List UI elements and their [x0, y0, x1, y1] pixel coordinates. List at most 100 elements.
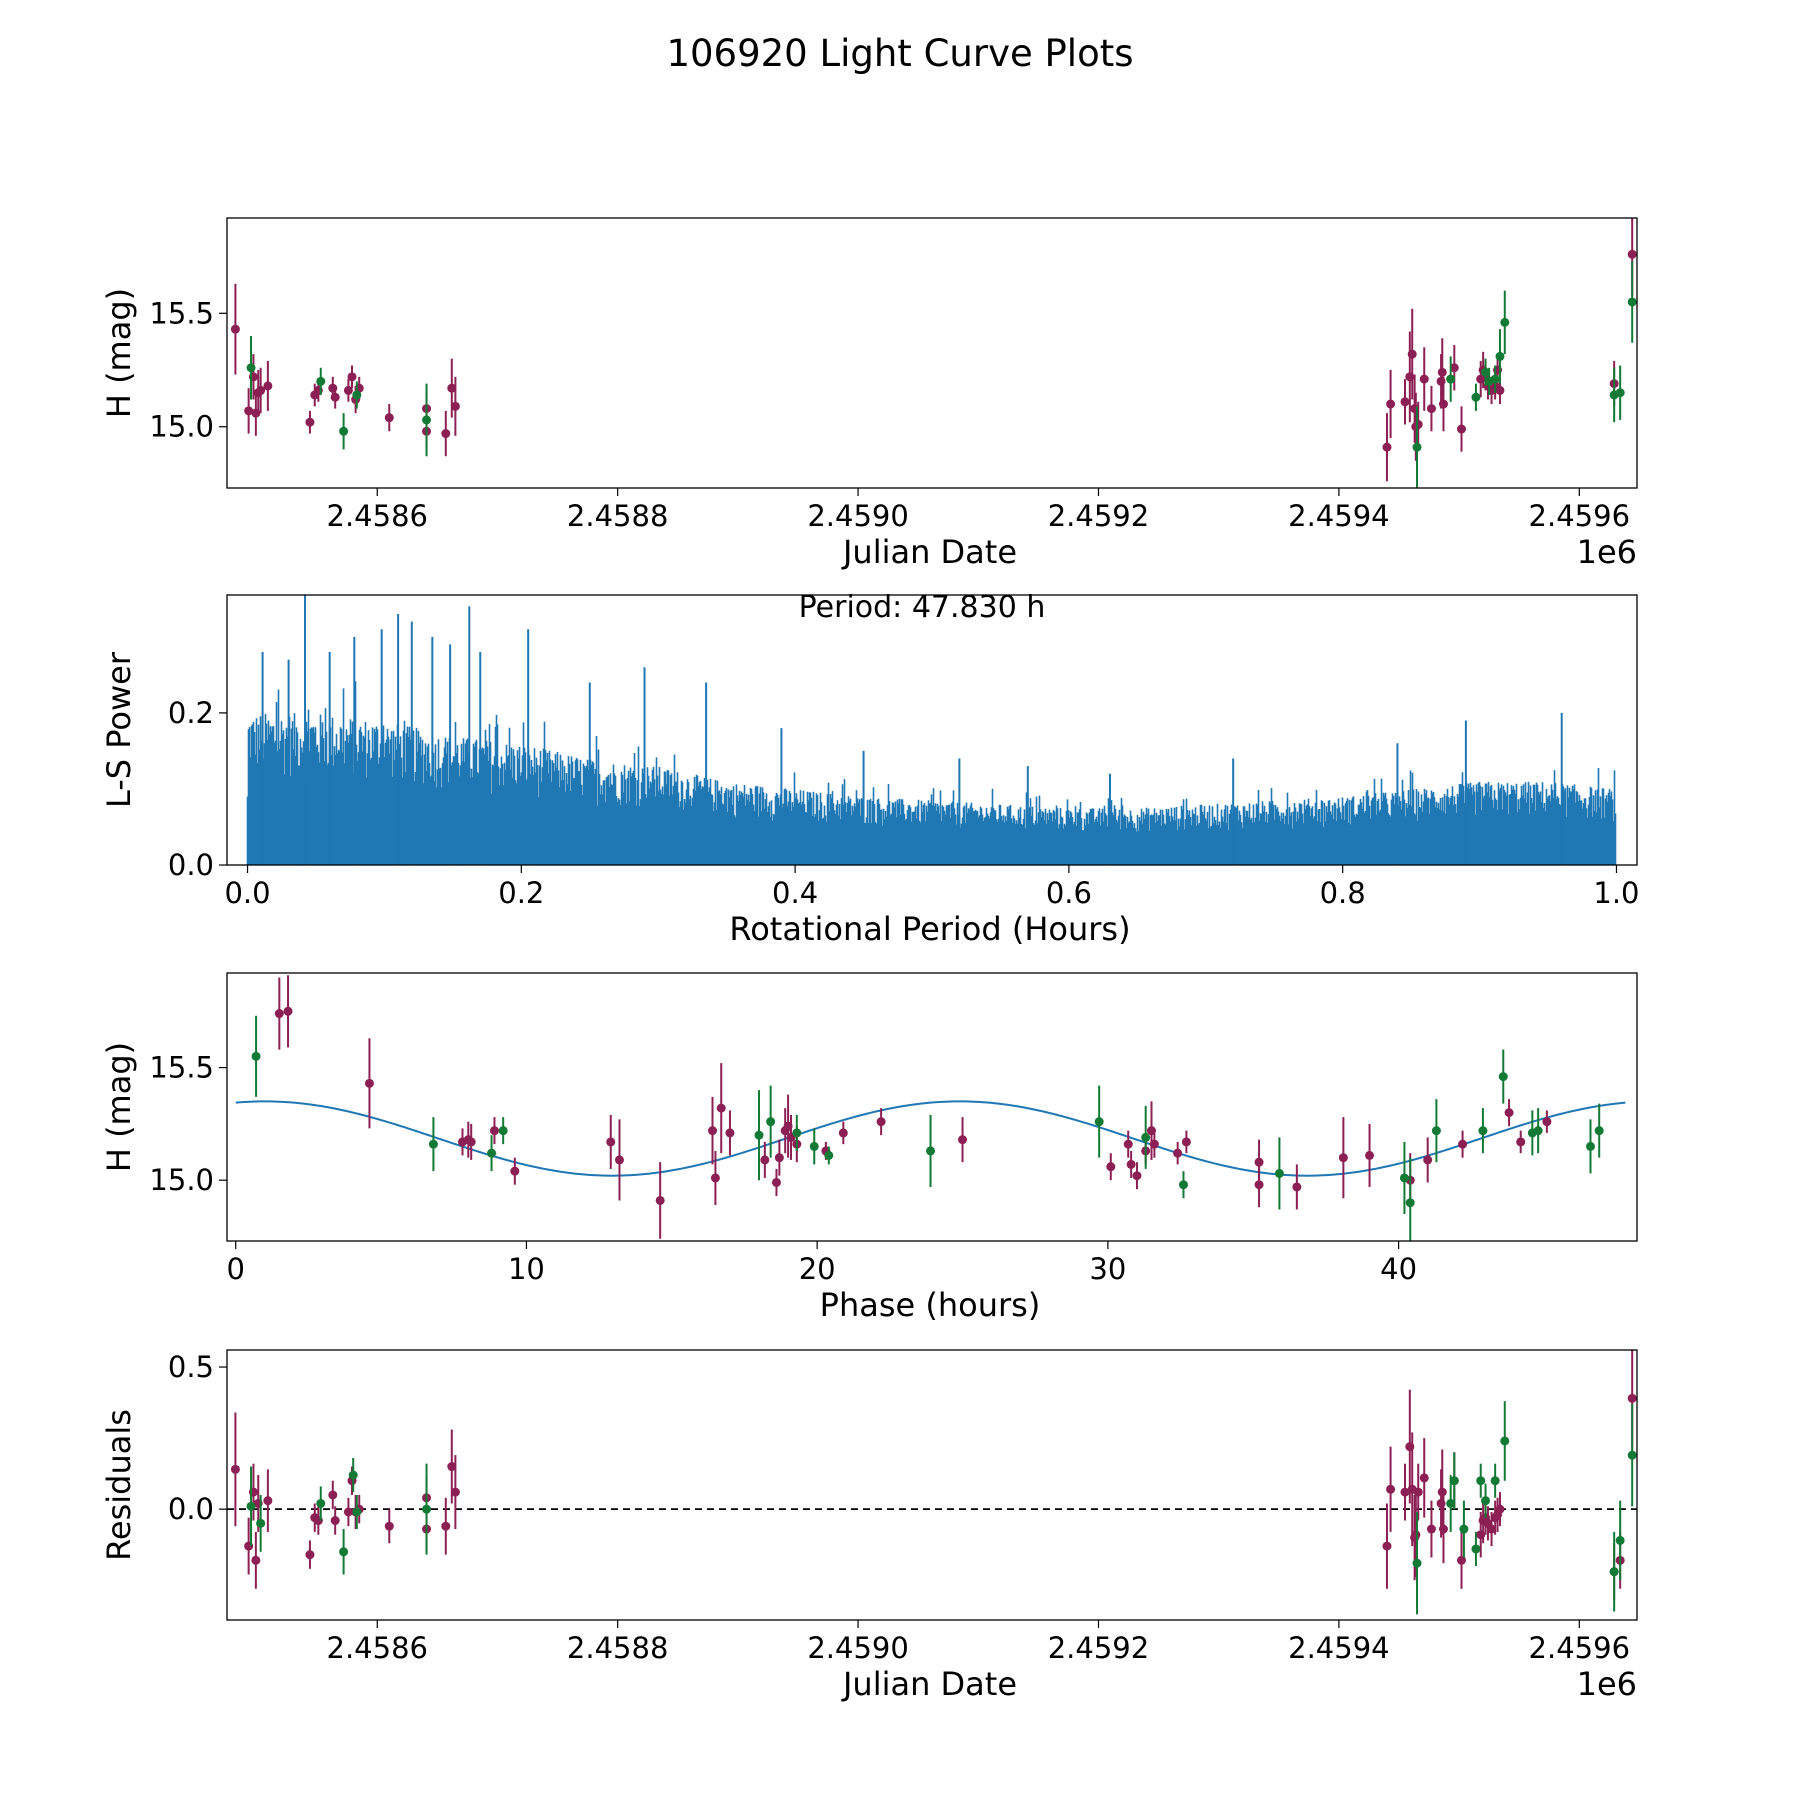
data-point-r	[1386, 1484, 1396, 1494]
data-point-r	[774, 1153, 784, 1163]
data-point-r	[1365, 1150, 1375, 1160]
x-tick-label: 10	[508, 1252, 545, 1286]
data-point-g	[792, 1128, 802, 1138]
x-offset-label: 1e6	[1577, 533, 1637, 571]
y-axis-label: L-S Power	[100, 651, 138, 808]
data-point-r	[330, 1516, 340, 1526]
periodogram-line	[246, 681, 1617, 865]
x-tick-label: 2.4590	[807, 499, 908, 533]
data-point-r	[1516, 1137, 1526, 1147]
data-point-r	[343, 1507, 353, 1517]
data-point-g	[1412, 1558, 1422, 1568]
data-point-r	[708, 1126, 718, 1136]
x-tick-label: 0.8	[1320, 876, 1366, 910]
data-point-r	[716, 1103, 726, 1113]
data-points	[230, 1350, 1637, 1615]
data-point-g	[1459, 1524, 1469, 1534]
x-tick-label: 2.4596	[1529, 1631, 1630, 1665]
data-point-g	[1446, 374, 1456, 384]
data-point-g	[1274, 1168, 1284, 1178]
data-point-g	[498, 1126, 508, 1136]
data-point-r	[466, 1137, 476, 1147]
data-point-r	[447, 1462, 457, 1472]
data-point-r	[274, 1009, 284, 1019]
data-point-g	[1615, 1535, 1625, 1545]
data-point-g	[1431, 1126, 1441, 1136]
x-tick-label: 2.4586	[327, 499, 428, 533]
data-point-g	[1476, 1476, 1486, 1486]
data-point-g	[1141, 1132, 1151, 1142]
data-point-r	[1504, 1108, 1514, 1118]
data-point-r	[876, 1117, 886, 1127]
periodogram-panel: 0.0 0.2 0.4 0.6 0.8 1.0 0.0 0.2 Rotational Perio…	[100, 590, 1640, 948]
x-tick-label: 1.0	[1593, 876, 1639, 910]
y-tick-label: 0.5	[168, 1350, 214, 1384]
x-axis-label: Rotational Period (Hours)	[729, 910, 1130, 948]
y-axis-label: H (mag)	[100, 1042, 138, 1172]
figure-title: 106920 Light Curve Plots	[666, 32, 1133, 75]
data-point-r	[1495, 385, 1505, 395]
data-point-g	[256, 1518, 266, 1528]
data-point-r	[1487, 1524, 1497, 1534]
axes-frame	[226, 1349, 1638, 1621]
data-point-r	[1426, 404, 1436, 414]
y-tick-label: 15.0	[149, 1163, 214, 1197]
data-point-r	[305, 417, 315, 427]
x-tick-label: 0.4	[772, 876, 818, 910]
data-point-r	[1438, 1524, 1448, 1534]
data-point-r	[1106, 1162, 1116, 1172]
data-point-r	[263, 1496, 273, 1506]
phased-panel: 0 10 20 30 40 15.0 15.5 Phase (hours) H (mag)	[100, 972, 1638, 1324]
data-point-r	[384, 413, 394, 423]
data-point-g	[1533, 1126, 1543, 1136]
data-point-r	[244, 406, 254, 416]
data-point-g	[339, 426, 349, 436]
data-point-g	[824, 1150, 834, 1160]
data-point-r	[1132, 1171, 1142, 1181]
data-point-r	[1400, 1487, 1410, 1497]
data-point-r	[489, 1126, 499, 1136]
data-point-r	[1382, 442, 1392, 452]
data-point-r	[1457, 1555, 1467, 1565]
data-point-r	[1407, 349, 1417, 359]
data-point-r	[230, 1464, 240, 1474]
x-tick-label: 0.0	[224, 876, 270, 910]
data-point-r	[1495, 1504, 1505, 1514]
data-point-g	[1399, 1173, 1409, 1183]
axes-frame	[226, 594, 1638, 866]
data-point-g	[422, 415, 432, 425]
data-point-g	[1449, 1476, 1459, 1486]
x-tick-label: 0.2	[498, 876, 544, 910]
data-point-g	[246, 363, 256, 373]
data-point-r	[958, 1135, 968, 1145]
data-point-r	[606, 1137, 616, 1147]
data-point-r	[1382, 1541, 1392, 1551]
x-tick-label: 2.4592	[1048, 499, 1149, 533]
data-point-g	[1478, 1126, 1488, 1136]
x-tick-label: 2.4590	[807, 1631, 908, 1665]
x-tick-label: 2.4594	[1288, 499, 1389, 533]
data-point-r	[283, 1006, 293, 1016]
y-axis-label: H (mag)	[100, 288, 138, 418]
data-point-r	[1149, 1139, 1159, 1149]
data-point-g	[316, 376, 326, 386]
data-point-r	[1123, 1139, 1133, 1149]
lightcurve-panel: 2.4586 2.4588 2.4590 2.4592 2.4594 2.4596 15.0…	[100, 217, 1638, 571]
data-point-r	[343, 385, 353, 395]
data-point-r	[450, 1487, 460, 1497]
data-point-r	[1426, 1524, 1436, 1534]
data-point-g	[1609, 1567, 1619, 1577]
data-point-r	[771, 1177, 781, 1187]
data-point-g	[809, 1141, 819, 1151]
x-tick-label: 2.4588	[567, 499, 668, 533]
y-axis-label: Residuals	[100, 1409, 138, 1561]
data-point-g	[1412, 442, 1422, 452]
data-point-g	[1471, 392, 1481, 402]
x-tick-label: 2.4592	[1048, 1631, 1149, 1665]
data-point-r	[1338, 1153, 1348, 1163]
data-point-r	[441, 429, 451, 439]
data-point-g	[754, 1130, 764, 1140]
data-points	[230, 218, 1637, 488]
data-point-r	[263, 381, 273, 391]
data-point-r	[1413, 1487, 1423, 1497]
